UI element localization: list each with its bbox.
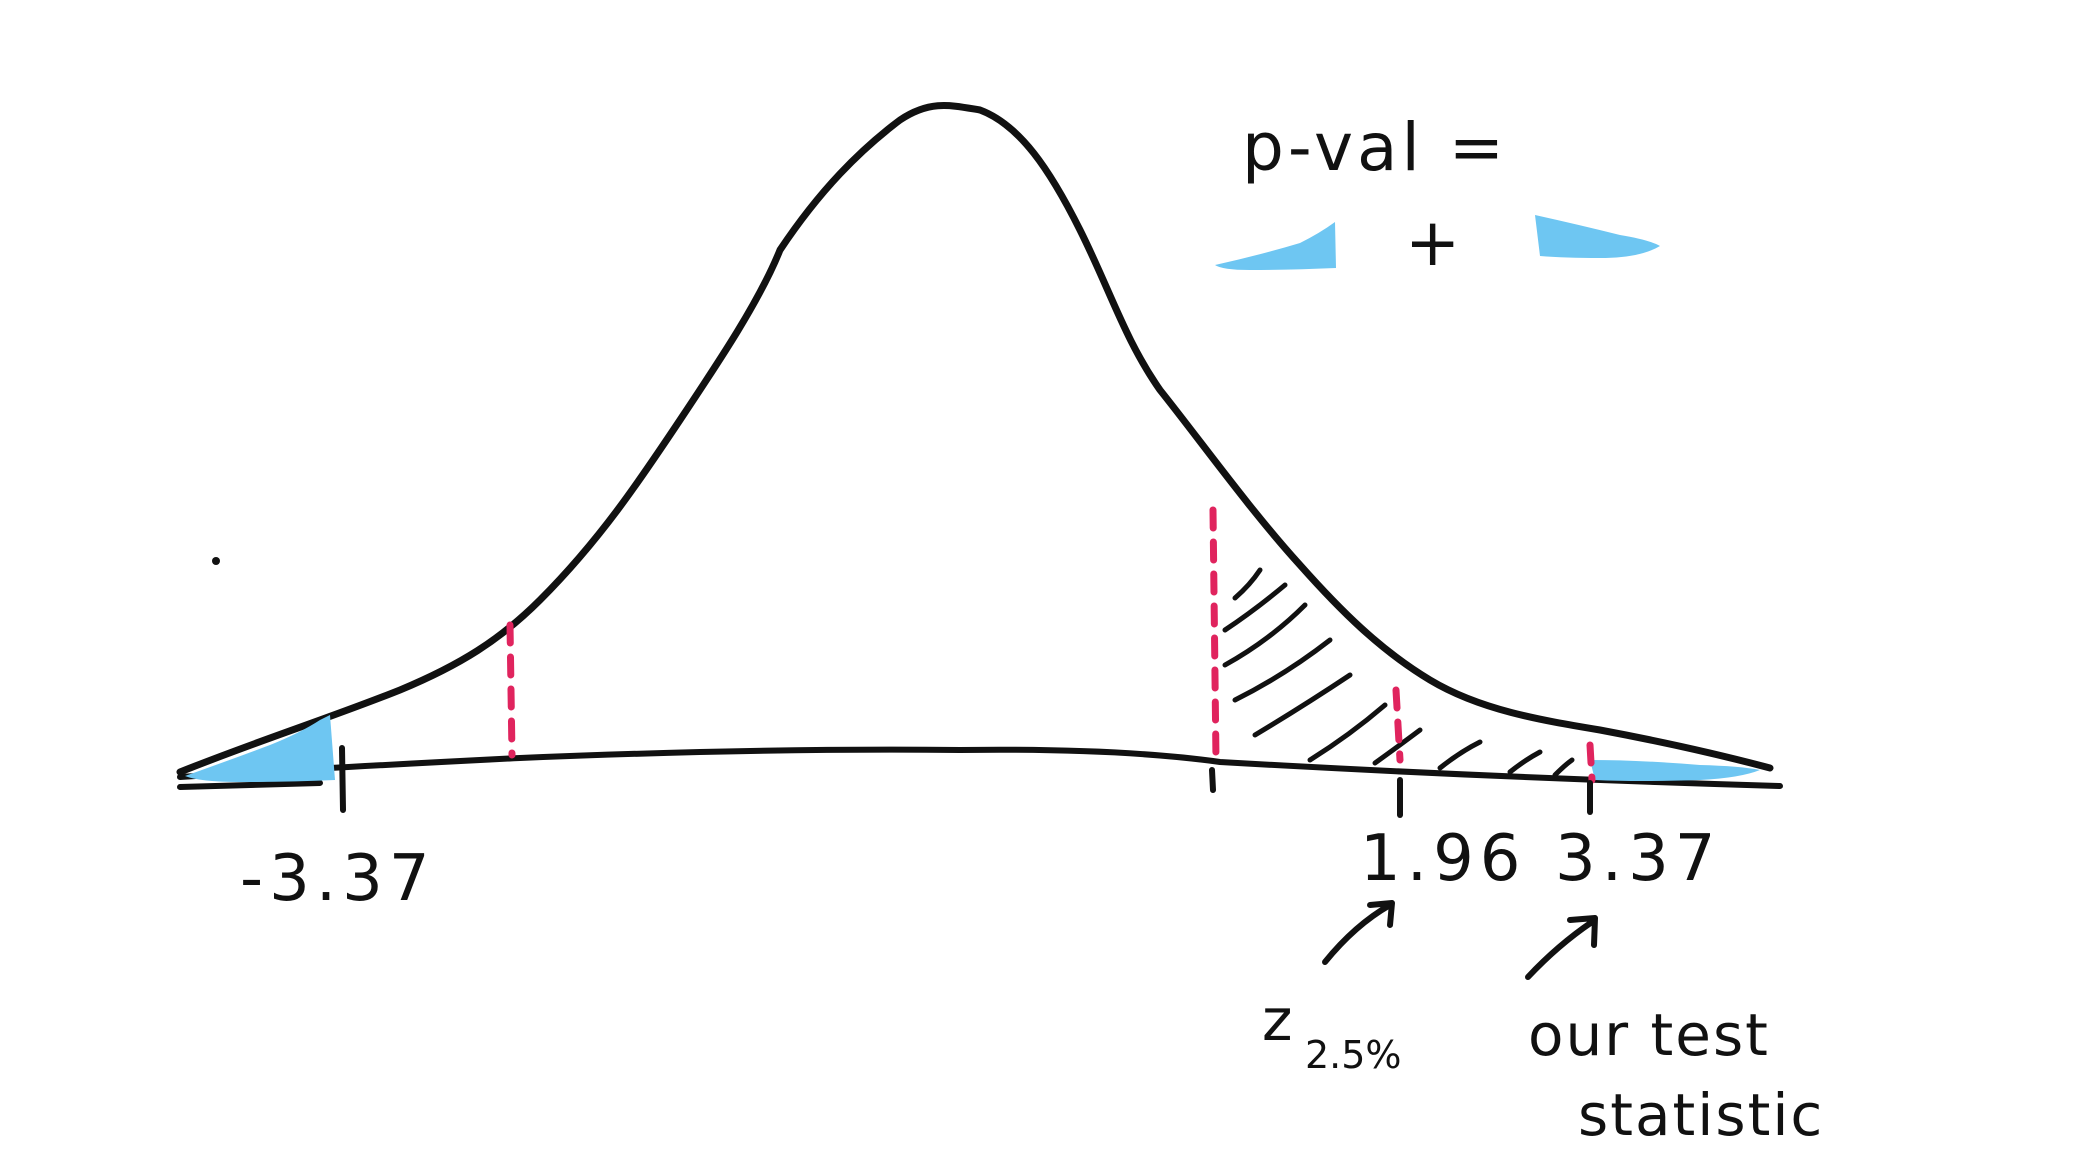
test-stat-label-line2: statistic bbox=[1578, 1081, 1824, 1149]
axis-ticks bbox=[339, 745, 1593, 818]
arrow-critical bbox=[1322, 900, 1395, 965]
test-stat-label-line1: our test bbox=[1528, 1001, 1770, 1069]
formula-right-tail-swatch bbox=[1535, 215, 1660, 258]
curve-baseline bbox=[177, 746, 1783, 789]
bell-curve bbox=[176, 102, 1774, 776]
formula-plus-sign: + bbox=[1405, 204, 1464, 281]
annotation-arrows bbox=[1322, 900, 1598, 980]
right-p-value-tail bbox=[1590, 760, 1760, 781]
tick-label-left-stat: -3.37 bbox=[240, 842, 436, 916]
tick-label-critical: 1.96 bbox=[1360, 822, 1527, 896]
test-stat-right-line bbox=[1586, 741, 1596, 784]
critical-value-markers bbox=[506, 506, 1596, 784]
left-critical-line bbox=[506, 621, 516, 759]
critical-subscript: 2.5% bbox=[1305, 1033, 1402, 1077]
center-right-critical-line bbox=[1209, 506, 1220, 764]
left-p-value-tail bbox=[185, 715, 335, 782]
tick-left-stat bbox=[339, 745, 346, 813]
tick-label-right-stat: 3.37 bbox=[1555, 822, 1722, 896]
arrow-test-stat bbox=[1525, 915, 1598, 980]
critical-symbol: z bbox=[1262, 986, 1294, 1054]
formula-left-tail-swatch bbox=[1215, 222, 1336, 270]
critical-1-96-line bbox=[1392, 686, 1404, 764]
rejection-region-hatching bbox=[1222, 567, 1575, 778]
tick-center-right bbox=[1209, 767, 1216, 793]
x-axis-line bbox=[177, 780, 323, 790]
stray-dot bbox=[212, 557, 220, 565]
p-value-formula-lhs: p-val = bbox=[1242, 109, 1508, 186]
